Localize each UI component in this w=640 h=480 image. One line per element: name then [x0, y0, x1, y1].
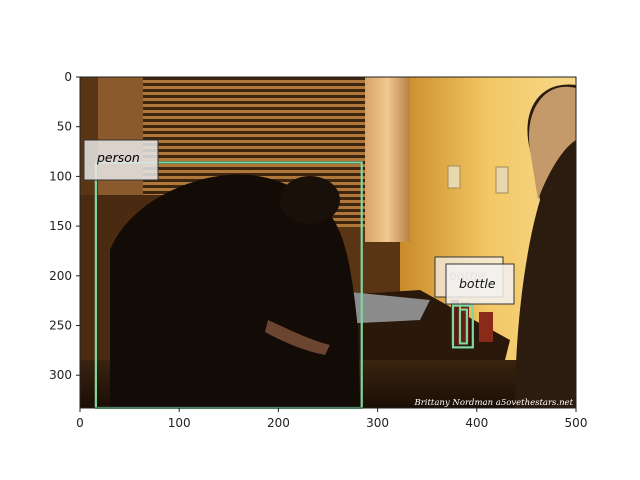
x-tick-label: 500 [565, 416, 588, 430]
person-arm [265, 320, 330, 355]
blind-slat [140, 146, 368, 149]
wall-switch [447, 165, 461, 189]
wall-outlet [495, 166, 509, 194]
bottle-shape [461, 302, 469, 342]
x-tick-label: 100 [168, 416, 191, 430]
can-shape [479, 312, 493, 342]
side-person-hair [528, 86, 576, 200]
bottle-label: bottle [445, 263, 515, 305]
blind-slat [140, 152, 368, 155]
x-axis: 0 100 200 300 400 500 [76, 408, 587, 430]
blind-slat [140, 92, 368, 95]
blind-slat [140, 170, 368, 173]
detection-layer: person bottle bottle [83, 139, 515, 410]
blind-slat [140, 122, 368, 125]
blind-slat [140, 104, 368, 107]
y-tick-label: 300 [49, 368, 72, 382]
x-tick-label: 300 [366, 416, 389, 430]
blind-slat [140, 110, 368, 113]
y-tick-label: 250 [49, 318, 72, 332]
person-label-text: person [96, 150, 140, 165]
axes-frame [79, 76, 577, 409]
photo-image: Brittany Nordman a5ovethestars.net [80, 77, 576, 408]
x-tick-label: 200 [267, 416, 290, 430]
blind-slat [140, 98, 368, 101]
bottle-bounding-box [451, 304, 474, 349]
side-person [515, 84, 576, 408]
y-tick-label: 150 [49, 219, 72, 233]
y-tick-label: 100 [49, 169, 72, 183]
person-label: person [83, 139, 159, 181]
blind-slat [140, 86, 368, 89]
blind-slat [140, 158, 368, 161]
y-tick-label: 0 [64, 70, 72, 84]
bottle-bounding-box [458, 308, 468, 345]
blind-slat [140, 164, 368, 167]
person-head [280, 176, 340, 224]
y-tick-label: 200 [49, 269, 72, 283]
bottle-shape [451, 300, 459, 345]
y-tick-label: 50 [57, 120, 72, 134]
x-tick-label: 400 [465, 416, 488, 430]
blind-slat [140, 134, 368, 137]
bottle-label-text: bottle [459, 276, 496, 291]
blind-slat [140, 80, 368, 83]
blind-slat [140, 140, 368, 143]
photo-credit: Brittany Nordman a5ovethestars.net [413, 398, 573, 408]
blind-slat [140, 128, 368, 131]
person-silhouette [110, 174, 360, 408]
curtain-right [365, 77, 410, 242]
y-axis: 0 50 100 150 200 250 300 [49, 70, 80, 382]
x-tick-label: 0 [76, 416, 84, 430]
blind-slat [140, 116, 368, 119]
